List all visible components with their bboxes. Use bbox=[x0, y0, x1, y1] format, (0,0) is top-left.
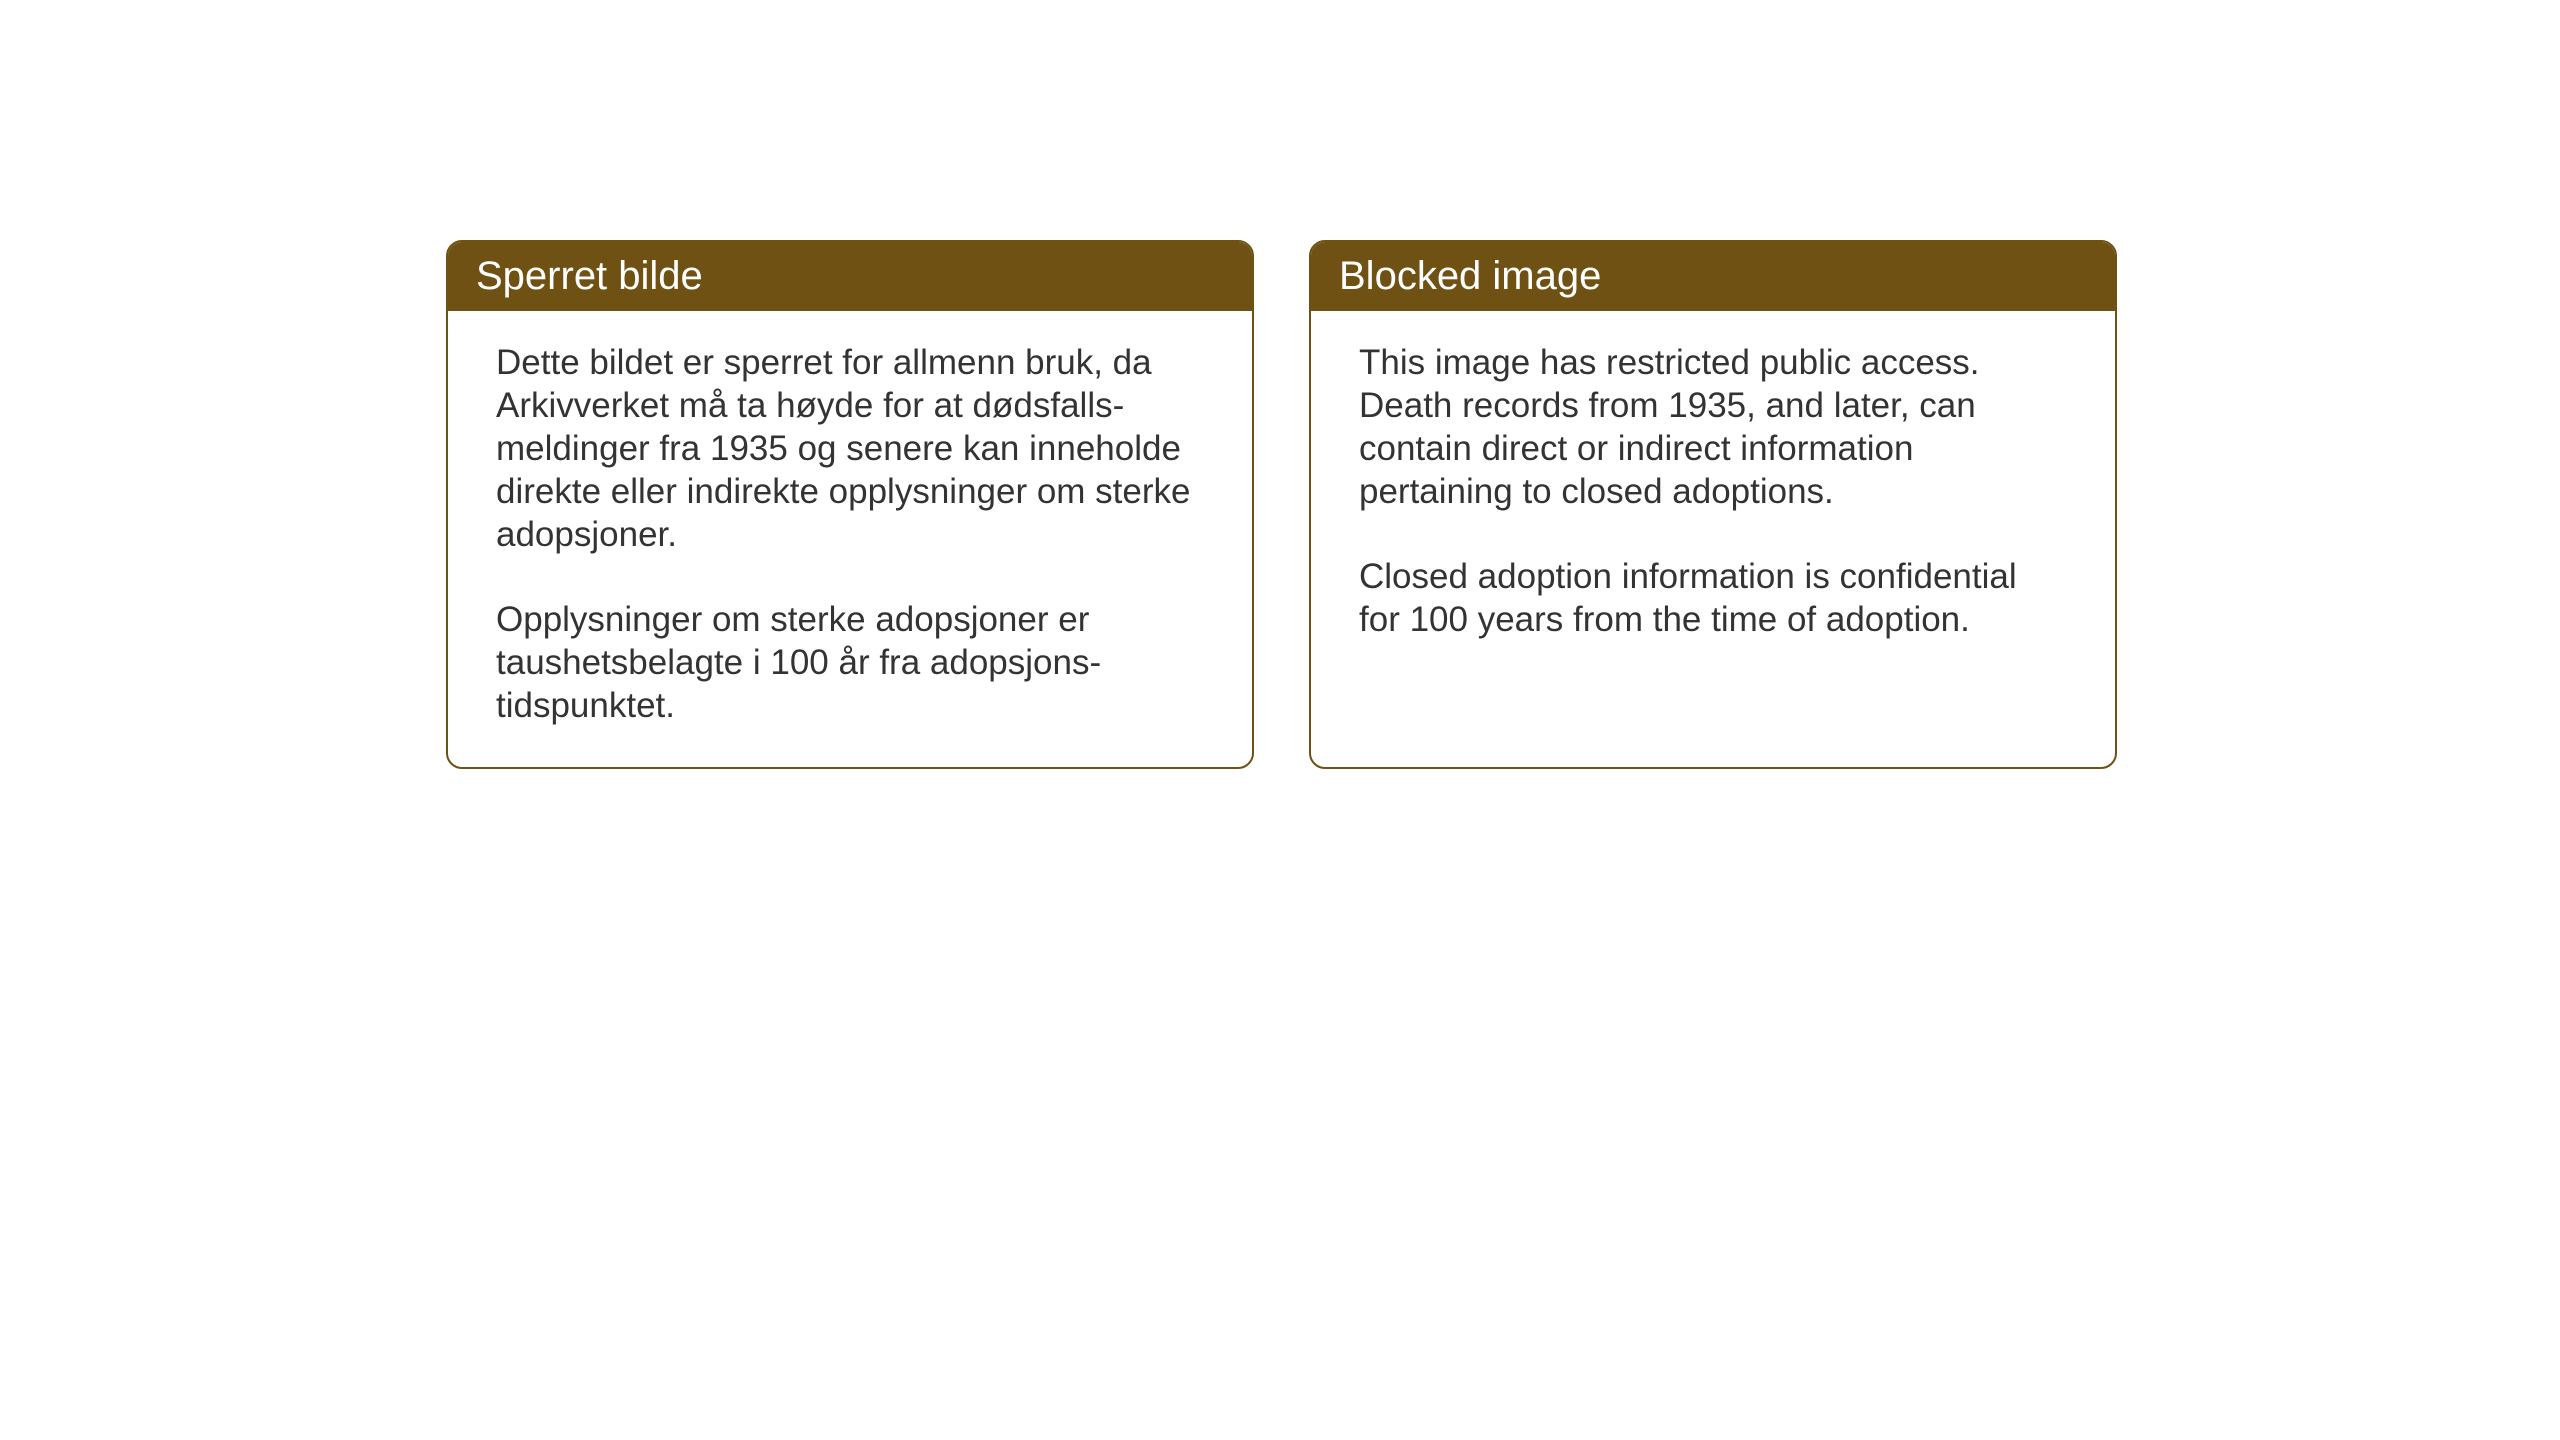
card-paragraph-2-english: Closed adoption information is confident… bbox=[1359, 555, 2067, 641]
card-title-norwegian: Sperret bilde bbox=[448, 242, 1252, 311]
card-paragraph-2-norwegian: Opplysninger om sterke adopsjoner er tau… bbox=[496, 598, 1204, 727]
card-paragraph-1-norwegian: Dette bildet er sperret for allmenn bruk… bbox=[496, 341, 1204, 556]
card-norwegian: Sperret bilde Dette bildet er sperret fo… bbox=[446, 240, 1254, 769]
card-body-english: This image has restricted public access.… bbox=[1311, 311, 2115, 751]
card-paragraph-1-english: This image has restricted public access.… bbox=[1359, 341, 2067, 513]
card-title-english: Blocked image bbox=[1311, 242, 2115, 311]
card-body-norwegian: Dette bildet er sperret for allmenn bruk… bbox=[448, 311, 1252, 767]
cards-container: Sperret bilde Dette bildet er sperret fo… bbox=[0, 0, 2560, 769]
card-english: Blocked image This image has restricted … bbox=[1309, 240, 2117, 769]
